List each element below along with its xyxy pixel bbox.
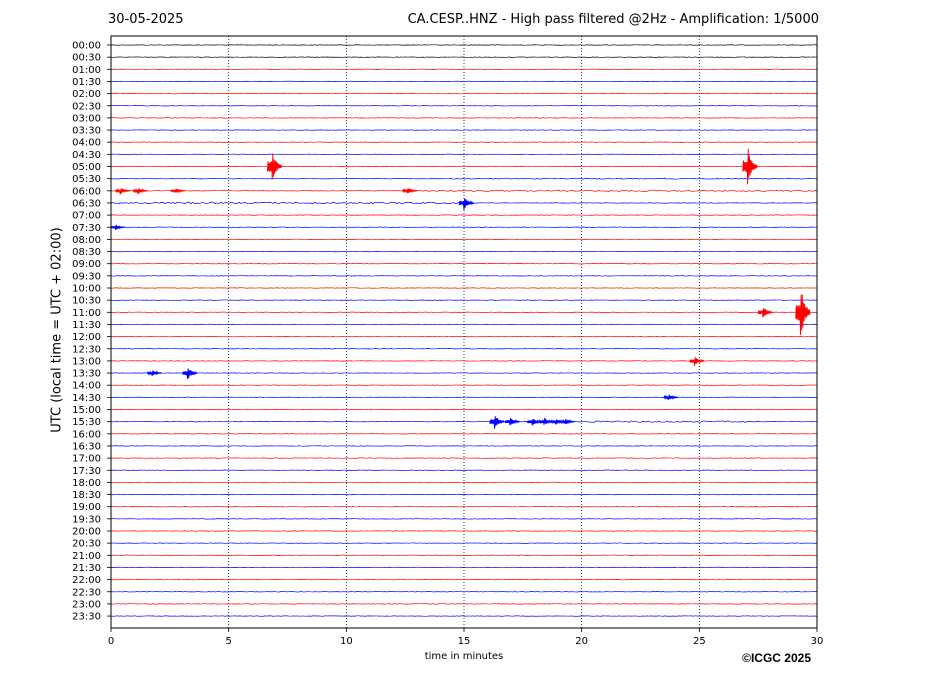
row-label: 15:30 [72,417,101,428]
row-label: 22:30 [72,587,101,598]
row-label: 10:30 [72,296,101,307]
seismic-event [757,308,773,318]
seismic-event [402,188,418,194]
grid-layer [228,36,700,628]
row-label: 19:30 [72,514,101,525]
row-label: 00:00 [72,41,101,52]
row-label: 03:00 [72,113,101,124]
row-label: 07:30 [72,223,101,234]
event-layer [110,148,811,429]
plot-frame [110,35,818,629]
seismic-event [266,153,283,180]
row-label: 20:00 [72,527,101,538]
x-tick-label: 5 [225,636,231,647]
row-label: 00:30 [72,53,101,64]
trace-row-0600 [110,189,818,192]
seismic-event [110,224,126,231]
seismic-event [458,198,474,211]
row-label: 18:00 [72,478,101,489]
row-label: 01:00 [72,65,101,76]
trace-layer [110,44,818,617]
row-label: 07:00 [72,211,101,222]
row-label: 08:00 [72,235,101,246]
row-label: 23:00 [72,599,101,610]
copyright-label: ©ICGC 2025 [742,651,811,665]
row-label: 14:00 [72,381,101,392]
row-label: 02:30 [72,101,101,112]
seismic-event [146,370,163,376]
row-label: 13:30 [72,369,101,380]
row-label: 23:30 [72,612,101,623]
row-label: 09:00 [72,259,101,270]
x-tick-label: 20 [575,636,588,647]
x-tick-label: 30 [811,636,824,647]
chart-title: CA.CESP..HNZ - High pass filtered @2Hz -… [407,12,819,27]
row-label: 21:00 [72,551,101,562]
seismic-event [504,418,520,426]
seismic-event [115,188,131,195]
x-tick-label: 10 [340,636,353,647]
seismic-event [132,188,148,195]
x-axis-label: time in minutes [424,651,504,662]
x-tick-label: 0 [108,636,114,647]
x-tick-label: 15 [458,636,471,647]
row-label: 09:30 [72,271,101,282]
trace-row-0530 [110,177,818,180]
row-label: 08:30 [72,247,101,258]
row-label: 14:30 [72,393,101,404]
seismic-event [170,188,186,194]
row-label: 10:00 [72,284,101,295]
seismic-event [742,148,758,185]
row-label: 13:00 [72,356,101,367]
row-label: 04:00 [72,138,101,149]
row-label: 16:30 [72,441,101,452]
seismic-event [182,368,198,379]
row-label: 01:30 [72,77,101,88]
row-label: 06:00 [72,186,101,197]
row-label: 12:30 [72,344,101,355]
seismic-event [795,294,811,336]
x-tick-label: 25 [693,636,706,647]
row-label: 02:00 [72,89,101,100]
row-label: 11:00 [72,308,101,319]
row-label: 17:00 [72,454,101,465]
date-label: 30-05-2025 [108,12,184,27]
row-label: 19:00 [72,502,101,513]
row-label: 21:30 [72,563,101,574]
row-label: 04:30 [72,150,101,161]
row-label: 12:00 [72,332,101,343]
seismic-event [689,357,705,367]
seismic-event [663,394,679,401]
row-label: 15:00 [72,405,101,416]
row-label: 06:30 [72,198,101,209]
row-label: 20:30 [72,539,101,550]
seismic-event [489,416,505,429]
row-label: 18:30 [72,490,101,501]
row-label: 16:00 [72,429,101,440]
row-label: 05:30 [72,174,101,185]
row-label: 11:30 [72,320,101,331]
row-label: 17:30 [72,466,101,477]
seismic-event [559,418,576,425]
row-label: 03:30 [72,126,101,137]
row-label: 05:00 [72,162,101,173]
row-label: 22:00 [72,575,101,586]
trace-row-1530 [110,420,818,423]
